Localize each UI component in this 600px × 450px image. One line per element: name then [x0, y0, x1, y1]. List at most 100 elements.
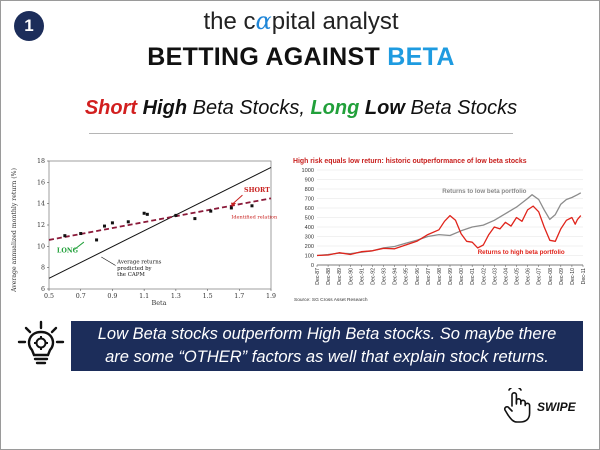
page-subtitle: Short High Beta Stocks, Long Low Beta St…	[84, 97, 518, 119]
x-tick-label: 1.1	[139, 293, 149, 300]
y-axis-label: Average annualized monthly return (%)	[11, 168, 18, 293]
capm-label-line: the CAPM	[117, 272, 145, 278]
x-tick-label: Dec-10	[570, 268, 576, 285]
high-beta-series-line	[316, 205, 582, 257]
y-tick-label: 6	[41, 286, 45, 293]
data-point	[145, 212, 149, 216]
chart-source: Source: SG Cross Asset Research	[294, 297, 368, 303]
x-tick-label: Dec-04	[503, 268, 509, 285]
identified-relation-label: Identified relation	[231, 215, 278, 221]
y-tick-label: 400	[305, 225, 314, 231]
x-tick-label: Dec-92	[370, 268, 376, 285]
x-tick-label: 1.7	[234, 293, 244, 300]
x-tick-label: Dec-01	[470, 268, 476, 285]
long-arrow	[74, 241, 85, 250]
x-tick-label: Dec-87	[315, 268, 321, 285]
x-tick-label: Dec-03	[492, 268, 498, 285]
high-beta-series-label: Returns to high beta portfolio	[478, 249, 565, 256]
data-point	[229, 206, 233, 210]
data-point	[79, 232, 83, 236]
y-tick-label: 0	[311, 263, 314, 269]
y-tick-label: 900	[305, 178, 314, 184]
data-point	[193, 217, 197, 221]
beta-return-scatter-chart: 0.5 0.7 0.9 1.1 1.3 1.5 1.7 1.9 6 8 10 12 14 16 18 Ave…	[11, 158, 278, 307]
y-tick-label: 8	[41, 265, 45, 272]
x-tick-label: Dec-00	[459, 268, 465, 285]
short-arrow	[232, 194, 243, 205]
key-insight-callout: Low Beta stocks outperform High Beta sto…	[71, 321, 583, 371]
x-tick-label: Dec-07	[537, 268, 543, 285]
x-tick-label: 1.5	[203, 293, 213, 300]
data-point	[142, 211, 146, 215]
brand-alpha-glyph: α	[255, 7, 272, 35]
data-point	[209, 209, 213, 213]
x-tick-label: Dec-97	[426, 268, 432, 285]
data-point	[110, 221, 114, 225]
short-annotation: SHORT	[244, 187, 270, 194]
capm-label-line: Average returns	[116, 259, 162, 265]
data-point	[174, 213, 178, 217]
x-tick-label: Dec-06	[526, 268, 532, 285]
x-tick-label: 0.5	[44, 293, 54, 300]
x-tick-label: Dec-95	[404, 268, 410, 285]
slide-number-badge: 1	[14, 11, 44, 41]
low-beta-series-label: Returns to low beta portfolio	[442, 188, 526, 195]
chart-title: High risk equals low return: historic ou…	[293, 158, 527, 165]
data-point	[63, 234, 67, 238]
y-tick-label: 16	[37, 179, 45, 186]
callout-line-2: are some “OTHER” factors as well that ex…	[105, 348, 549, 366]
y-tick-label: 800	[305, 187, 314, 193]
y-tick-label: 1000	[302, 168, 314, 174]
x-axis-label: Beta	[151, 299, 166, 307]
y-tick-label: 18	[37, 158, 45, 165]
callout-line-1: Low Beta stocks outperform High Beta sto…	[97, 325, 557, 343]
brand-name: the cαpital analyst	[203, 7, 399, 35]
data-point	[103, 224, 106, 228]
capm-label: Average returns predicted by the CAPM	[116, 259, 162, 278]
page-title: BETTING AGAINST BETA	[147, 43, 455, 71]
data-point	[250, 204, 254, 208]
x-tick-label: Dec-08	[548, 268, 554, 285]
data-point	[95, 238, 99, 242]
short-arrow-head	[230, 202, 237, 207]
x-tick-label: Dec-90	[348, 268, 354, 285]
capm-leader	[101, 256, 116, 266]
y-tick-label: 14	[37, 201, 45, 208]
x-tick-label: Dec-91	[359, 268, 365, 285]
x-tick-label: Dec-09	[559, 268, 565, 285]
x-tick-label: 0.9	[107, 293, 117, 300]
y-tick-label: 300	[305, 235, 314, 241]
x-tick-label: Dec-05	[515, 268, 521, 285]
y-tick-label: 700	[305, 197, 314, 203]
swipe-hand-icon	[503, 388, 531, 423]
beta-portfolio-line-chart: High risk equals low return: historic ou…	[293, 158, 587, 303]
x-tick-label: Dec-93	[382, 268, 388, 285]
capm-line	[48, 166, 272, 279]
y-tick-label: 10	[37, 243, 45, 250]
title-highlight: BETA	[387, 43, 455, 71]
y-tick-label: 100	[305, 254, 314, 260]
x-tick-label: 1.9	[266, 293, 276, 300]
data-point	[126, 220, 130, 224]
swipe-label[interactable]: SWIPE	[537, 400, 576, 414]
x-tick-label: Dec-99	[448, 268, 454, 285]
x-tick-label: Dec-11	[581, 268, 587, 284]
divider	[89, 133, 513, 134]
x-tick-label: Dec-94	[393, 268, 399, 285]
identified-relation-line	[48, 197, 272, 241]
capm-label-line: predicted by	[117, 266, 152, 272]
x-tick-label: Dec-96	[415, 268, 421, 285]
y-tick-label: 12	[37, 222, 45, 229]
y-tick-label: 500	[305, 216, 314, 222]
plot-frame	[48, 160, 272, 290]
long-annotation: LONG	[57, 248, 78, 255]
x-tick-label: Dec-02	[481, 268, 487, 285]
x-tick-label: 0.7	[76, 293, 86, 300]
y-tick-label: 200	[305, 244, 314, 250]
lightbulb-gear-icon	[17, 320, 65, 365]
y-tick-label: 600	[305, 206, 314, 212]
x-tick-label: Dec-88	[326, 268, 332, 285]
x-tick-label: Dec-89	[337, 268, 343, 285]
x-tick-label: 1.3	[171, 293, 181, 300]
